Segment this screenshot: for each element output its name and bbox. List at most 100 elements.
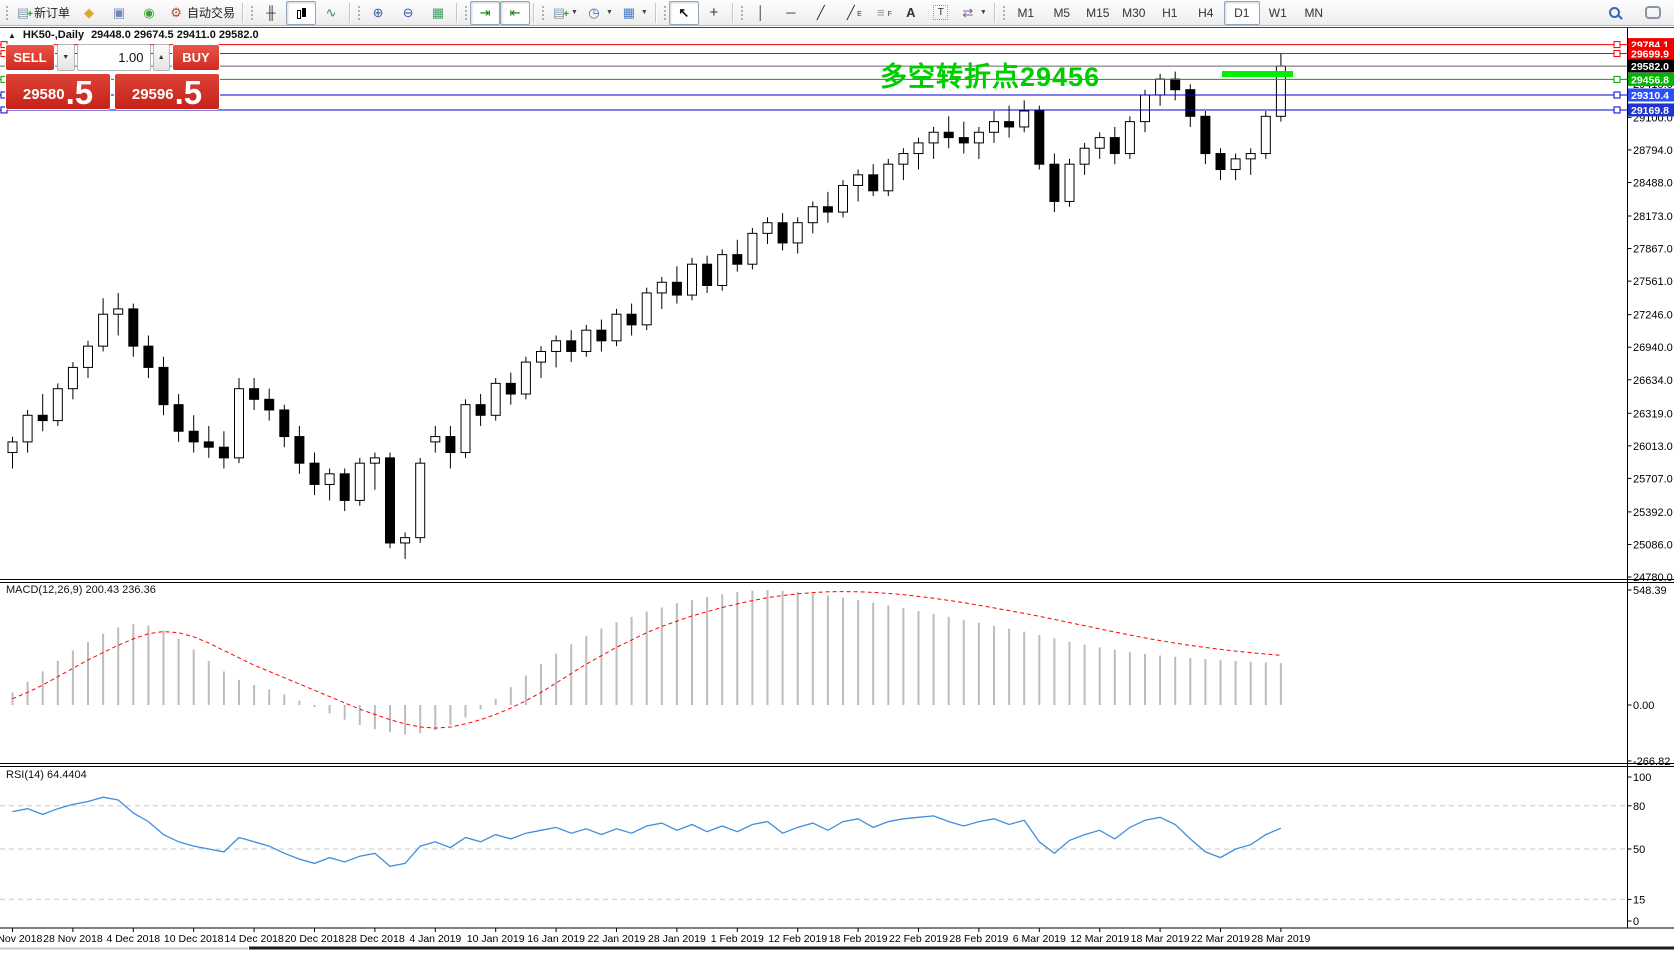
- arrows-button[interactable]: ⇄ ▼: [956, 1, 991, 25]
- sell-price-frac: .5: [65, 73, 94, 111]
- template-button[interactable]: ▦ ▼: [617, 1, 652, 25]
- candle: [98, 313, 109, 347]
- level-lines: [0, 41, 1628, 114]
- volume-increase-button[interactable]: ▲: [152, 44, 170, 71]
- candle: [234, 388, 244, 459]
- candle: [747, 232, 758, 265]
- bar-chart-button[interactable]: ╫: [256, 1, 286, 25]
- line-anchor: [1613, 91, 1621, 99]
- line-anchor: [1613, 50, 1621, 58]
- date-label: 1 Feb 2019: [711, 933, 764, 945]
- eraser-button[interactable]: ◆: [74, 1, 104, 25]
- tf-m30[interactable]: M30: [1116, 1, 1152, 25]
- volume-decrease-button[interactable]: ▼: [57, 44, 75, 71]
- collapse-icon[interactable]: ▲: [8, 30, 16, 40]
- date-label: 12 Mar 2019: [1070, 933, 1129, 945]
- volume-input[interactable]: [76, 44, 151, 71]
- candle: [490, 382, 501, 416]
- chart-canvas[interactable]: 29415.029100.028794.028488.028173.027867…: [0, 26, 1674, 953]
- sell-button[interactable]: SELL: [5, 44, 55, 71]
- sell-price-main: 29580: [22, 86, 65, 103]
- price-level-label: [1628, 103, 1674, 117]
- tf-h4-label: H4: [1198, 5, 1214, 20]
- candle: [1185, 89, 1196, 117]
- macd-signal-line: [12, 591, 1281, 729]
- candle: [1245, 153, 1256, 160]
- toolbar-grip: [4, 3, 9, 22]
- zoom-in-button[interactable]: ⊕: [363, 1, 393, 25]
- zoom-out-icon: ⊖: [402, 4, 414, 20]
- date-label: 4 Dec 2018: [106, 933, 160, 945]
- buy-price[interactable]: 29596 .5: [114, 73, 220, 110]
- chat-button[interactable]: [1638, 1, 1668, 25]
- candlestick-button[interactable]: [286, 0, 317, 25]
- tf-h1[interactable]: H1: [1152, 1, 1188, 25]
- auto-scroll-button[interactable]: ⇥: [470, 0, 501, 25]
- news-button[interactable]: ◉: [134, 1, 164, 25]
- candle: [1230, 158, 1241, 171]
- macd-histogram: [11, 590, 1282, 735]
- toolbar-separator: [242, 2, 245, 23]
- text-label-button[interactable]: T: [926, 1, 956, 25]
- date-label: 10 Dec 2018: [164, 933, 224, 945]
- sell-price[interactable]: 29580 .5: [5, 73, 111, 110]
- vertical-line-button[interactable]: │: [746, 1, 776, 25]
- new-chart-button[interactable]: ▤ + ▼: [547, 1, 582, 25]
- toolbar: ▤ + 新订单 ◆ ▣ ◉ ⚙ 自动交易 ╫ ∿ ⊕ ⊖ ▦ ⇥ ⇤ ▤ + ▼ ◷ ▼ ▦ ▼ ↖ + │ ─ ╱ ╱ E ≡ F A T ⇄ ▼…: [0, 0, 1674, 26]
- period-button[interactable]: ◷ ▼: [582, 1, 617, 25]
- one-click-trading-panel: SELL ▼ ▲ BUY 29580 .5 29596 .5: [5, 44, 220, 110]
- candle: [309, 462, 320, 485]
- candle: [807, 206, 818, 224]
- chart-shift-button[interactable]: ⇤: [500, 0, 531, 25]
- candle: [7, 441, 18, 454]
- tf-d1-label: D1: [1234, 5, 1250, 20]
- tf-mn[interactable]: MN: [1296, 1, 1332, 25]
- ohlc-values: 29448.0 29674.5 29411.0 29582.0: [91, 29, 259, 41]
- date-label: 18 Feb 2019: [829, 933, 888, 945]
- zoom-out-button[interactable]: ⊖: [393, 1, 423, 25]
- tf-m15[interactable]: M15: [1080, 1, 1116, 25]
- tf-m5[interactable]: M5: [1044, 1, 1080, 25]
- cursor-button[interactable]: ↖: [668, 0, 699, 25]
- rsi-axis: 100 80 50 15 0: [1627, 772, 1651, 928]
- line-chart-button[interactable]: ∿: [316, 1, 346, 25]
- tf-h4[interactable]: H4: [1188, 1, 1224, 25]
- tf-m1[interactable]: M1: [1008, 1, 1044, 25]
- buy-price-frac: .5: [174, 73, 203, 111]
- profile-button[interactable]: ▣: [104, 1, 134, 25]
- tf-w1[interactable]: W1: [1260, 1, 1296, 25]
- text-button[interactable]: A: [896, 1, 926, 25]
- candle: [1094, 137, 1105, 149]
- candle: [777, 222, 788, 244]
- candle: [505, 382, 516, 395]
- channel-button[interactable]: ╱ E: [836, 1, 866, 25]
- candle: [415, 462, 426, 539]
- clock-icon: ◷: [588, 4, 600, 20]
- candle: [717, 254, 728, 286]
- tile-windows-button[interactable]: ▦: [423, 1, 453, 25]
- signal-icon: ◉: [143, 4, 155, 20]
- tf-d1[interactable]: D1: [1223, 0, 1260, 25]
- buy-button[interactable]: BUY: [172, 44, 220, 71]
- candle: [687, 263, 697, 296]
- auto-trading-button[interactable]: ⚙ 自动交易: [164, 1, 239, 25]
- candle: [732, 254, 743, 265]
- price-level-label: [1628, 88, 1674, 102]
- crosshair-button[interactable]: +: [699, 1, 729, 25]
- toolbar-separator: [654, 2, 657, 23]
- search-button[interactable]: [1600, 1, 1630, 25]
- price-level-label: [1628, 47, 1674, 61]
- horizontal-line-button[interactable]: ─: [776, 1, 806, 25]
- chart-window[interactable]: 29415.029100.028794.028488.028173.027867…: [0, 26, 1674, 953]
- new-order-button[interactable]: ▤ + 新订单: [11, 1, 74, 25]
- candle: [853, 174, 864, 186]
- cursor-icon: ↖: [678, 4, 690, 20]
- trendline-button[interactable]: ╱: [806, 1, 836, 25]
- fibonacci-button[interactable]: ≡ F: [866, 1, 896, 25]
- toolbar-grip: [738, 3, 744, 22]
- svg-text:26940.0: 26940.0: [1633, 342, 1673, 354]
- svg-text:28794.0: 28794.0: [1633, 145, 1673, 157]
- svg-text:25392.0: 25392.0: [1633, 507, 1673, 519]
- svg-text:27246.0: 27246.0: [1633, 310, 1673, 322]
- template-icon: ▦: [622, 4, 636, 20]
